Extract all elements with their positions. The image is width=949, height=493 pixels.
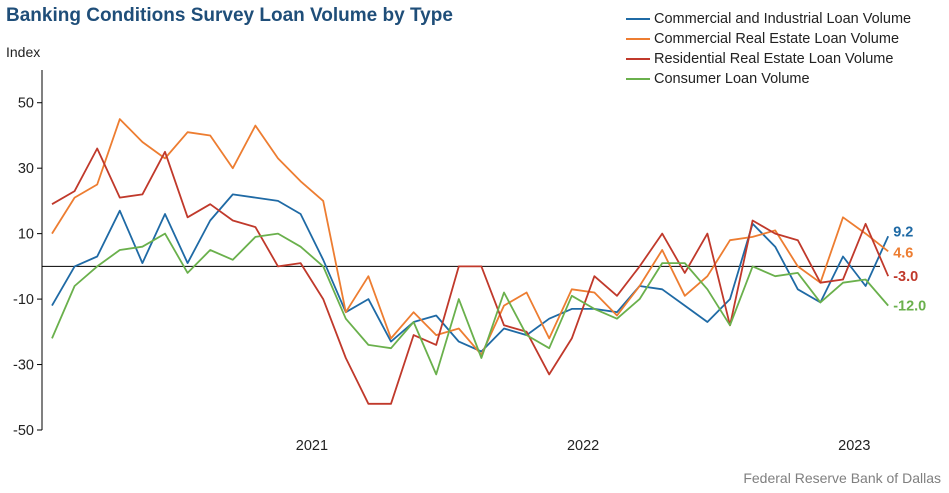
y-axis-ticks: 50 30 10 -10 -30 -50 [13, 96, 42, 439]
y-axis-label: Index [6, 44, 41, 60]
legend-swatch [626, 38, 650, 40]
y-tick-label: 10 [18, 227, 34, 243]
series-line-1 [51, 118, 889, 356]
series-line-2 [51, 147, 890, 405]
x-tick-label: 2021 [296, 438, 328, 454]
y-tick-label: -30 [13, 358, 34, 374]
legend-item-residential-real-estate[interactable]: Residential Real Estate Loan Volume [626, 49, 911, 69]
chart-title: Banking Conditions Survey Loan Volume by… [6, 5, 453, 26]
end-label-3: -12.0 [893, 299, 926, 315]
legend-swatch [626, 18, 650, 20]
legend-label: Commercial and Industrial Loan Volume [654, 11, 912, 27]
source-note: Federal Reserve Bank of Dallas [743, 470, 941, 486]
end-label-1: 4.6 [893, 245, 913, 261]
y-tick-label: -10 [13, 292, 34, 308]
series-group [51, 118, 890, 405]
y-tick-label: 30 [18, 161, 34, 177]
x-axis-labels: 20212022202320242025 [296, 438, 871, 454]
y-tick-label: 50 [18, 96, 34, 112]
legend-item-consumer[interactable]: Consumer Loan Volume [626, 69, 911, 89]
legend-label: Residential Real Estate Loan Volume [654, 51, 894, 67]
x-tick-label: 2023 [838, 438, 870, 454]
x-tick-label: 2022 [567, 438, 599, 454]
legend-swatch [626, 78, 650, 80]
legend-item-commercial-real-estate[interactable]: Commercial Real Estate Loan Volume [626, 29, 911, 49]
legend-label: Commercial Real Estate Loan Volume [654, 31, 900, 47]
legend-item-commercial-industrial[interactable]: Commercial and Industrial Loan Volume [626, 9, 911, 29]
legend-swatch [626, 58, 650, 60]
series-line-3 [51, 232, 889, 376]
end-labels: 9.2 4.6 -3.0 -12.0 [893, 224, 926, 314]
y-tick-label: -50 [13, 423, 34, 439]
end-label-2: -3.0 [893, 269, 918, 285]
end-label-0: 9.2 [893, 224, 913, 240]
legend-label: Consumer Loan Volume [654, 71, 810, 87]
legend: Commercial and Industrial Loan Volume Co… [626, 9, 911, 89]
